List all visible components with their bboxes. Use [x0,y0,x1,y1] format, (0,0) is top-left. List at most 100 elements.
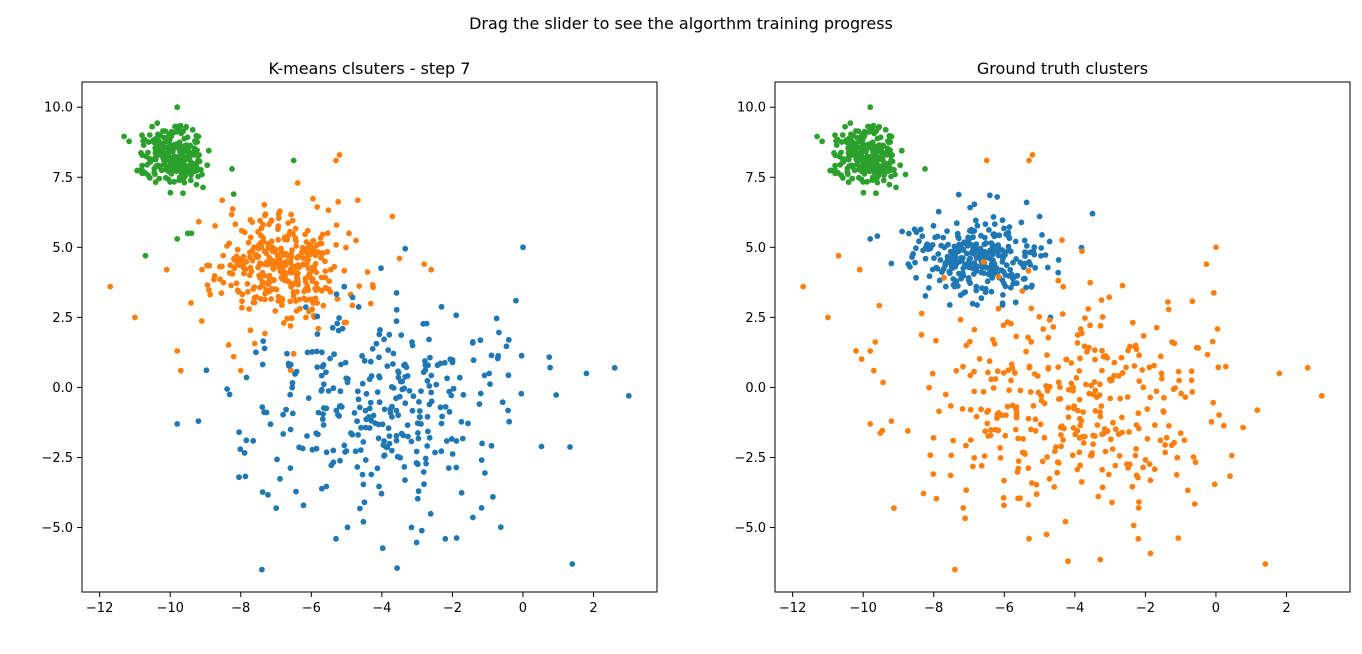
data-point-orange [1065,558,1071,565]
x-tick-label: −10 [849,601,876,616]
data-point-blue [495,352,502,359]
data-point-blue [277,475,283,482]
data-point-blue [315,409,322,416]
data-point-orange [1110,419,1116,426]
data-point-orange [1133,346,1140,353]
data-point-orange [335,198,342,205]
data-point-blue [422,362,429,369]
data-point-orange [1083,381,1089,388]
data-point-blue [911,226,918,233]
data-point-orange [983,157,990,164]
data-point-green [165,149,172,156]
data-point-orange [244,280,251,287]
data-point-blue [280,411,286,418]
data-point-orange [1051,448,1058,455]
data-point-green [167,179,174,185]
data-point-orange [284,315,290,322]
data-point-orange [277,268,284,275]
data-point-blue [947,258,953,264]
data-point-green [146,132,153,138]
data-point-blue [1055,257,1062,263]
data-point-orange [1033,481,1040,488]
data-point-green [176,177,183,184]
data-point-orange [1092,356,1098,363]
data-point-orange [1124,394,1131,400]
data-point-green [170,148,176,155]
data-point-green [151,169,158,176]
data-point-blue [394,565,400,571]
data-point-orange [343,244,349,251]
data-point-orange [988,376,995,383]
data-point-orange [322,258,328,265]
data-point-orange [1162,442,1168,448]
y-tick-label: 0.0 [745,381,766,396]
data-point-blue [366,405,373,412]
data-point-blue [441,359,448,366]
data-point-orange [287,323,294,329]
data-point-orange [107,283,114,290]
data-point-blue [465,420,471,427]
data-point-blue [360,439,367,445]
data-point-orange [251,340,258,347]
data-point-orange [1078,330,1085,337]
data-point-orange [1175,368,1182,375]
data-point-blue [458,489,465,496]
data-point-blue [942,283,949,290]
data-point-green [166,140,173,147]
data-point-blue [404,373,411,379]
data-point-orange [326,278,333,284]
data-point-orange [370,284,376,291]
data-point-orange [1146,461,1153,467]
data-point-blue [971,271,977,277]
data-point-orange [952,566,958,573]
data-point-orange [1040,326,1047,332]
data-point-blue [361,499,368,506]
data-point-orange [960,363,966,370]
data-point-orange [240,265,247,271]
data-point-orange [1074,340,1081,346]
data-point-orange [1087,322,1093,329]
data-point-orange [280,320,287,326]
data-point-blue [1089,210,1096,217]
data-point-orange [1023,348,1029,355]
data-point-green [230,191,237,198]
data-point-blue [359,471,366,478]
data-point-orange [264,259,270,265]
data-point-orange [428,266,435,273]
data-point-orange [1072,431,1079,438]
data-point-orange [245,288,251,295]
data-point-orange [353,237,359,244]
data-point-orange [971,455,978,461]
data-point-orange [1147,394,1154,401]
data-point-green [160,128,166,134]
data-point-blue [1042,252,1049,258]
data-point-blue [433,381,440,388]
data-point-blue [386,433,393,439]
data-point-orange [1058,432,1064,438]
data-point-blue [267,421,274,428]
data-point-orange [1030,402,1037,409]
data-point-blue [931,255,937,261]
data-point-green [882,126,889,133]
data-point-blue [496,329,502,336]
data-point-orange [800,283,807,290]
data-point-orange [1109,499,1115,506]
data-point-orange [261,201,268,208]
data-point-blue [355,432,361,438]
data-point-blue [905,261,912,267]
data-point-orange [304,227,311,234]
data-point-blue [415,430,421,436]
data-point-blue [942,260,949,267]
data-point-blue [1023,243,1030,249]
data-point-orange [227,262,234,269]
data-point-blue [453,535,460,541]
data-point-orange [1115,373,1122,379]
data-point-blue [503,343,510,350]
data-point-orange [279,297,286,303]
data-point-blue [331,351,337,358]
data-point-blue [453,464,460,471]
data-point-orange [271,286,278,292]
data-point-orange [207,291,214,298]
data-point-green [870,127,877,134]
data-point-orange [1039,458,1046,465]
